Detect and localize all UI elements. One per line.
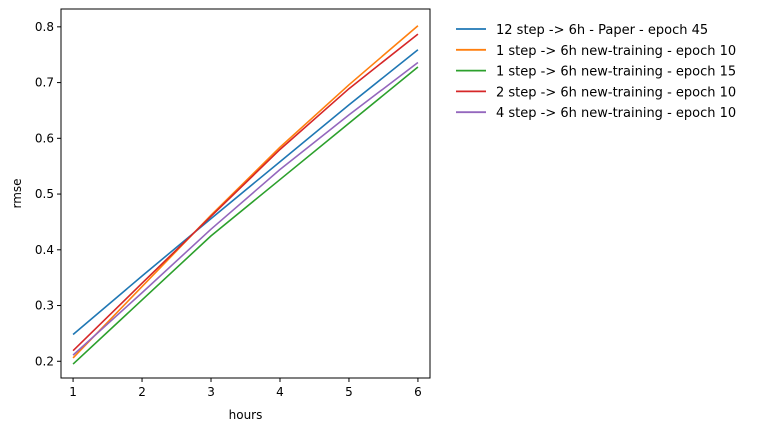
legend-label: 12 step -> 6h - Paper - epoch 45 (496, 23, 708, 38)
legend-item: 1 step -> 6h new-training - epoch 10 (456, 44, 736, 59)
x-tick-label: 4 (276, 385, 284, 399)
plot-area (72, 25, 419, 365)
series-line-3 (72, 66, 419, 365)
series-line-2 (72, 25, 419, 359)
legend-label: 1 step -> 6h new-training - epoch 15 (496, 65, 736, 80)
legend-item: 4 step -> 6h new-training - epoch 10 (456, 106, 736, 121)
y-tick-label: 0.4 (35, 243, 54, 257)
x-tick-label: 2 (138, 385, 146, 399)
legend-label: 1 step -> 6h new-training - epoch 10 (496, 44, 736, 59)
y-tick-label: 0.2 (35, 354, 54, 368)
series-line-1 (72, 49, 419, 336)
legend-label: 2 step -> 6h new-training - epoch 10 (496, 85, 736, 100)
x-axis: 1 2 3 4 5 6 (69, 378, 422, 399)
x-tick-label: 6 (414, 385, 422, 399)
x-tick-label: 3 (207, 385, 215, 399)
x-axis-label: hours (229, 408, 263, 422)
legend: 12 step -> 6h - Paper - epoch 45 1 step -… (456, 23, 736, 121)
axes-frame (60, 8, 431, 379)
y-tick-label: 0.3 (35, 299, 54, 313)
legend-item: 2 step -> 6h new-training - epoch 10 (456, 85, 736, 100)
series-line-4 (72, 33, 419, 352)
legend-item: 1 step -> 6h new-training - epoch 15 (456, 65, 736, 80)
x-tick-label: 1 (69, 385, 77, 399)
x-tick-label: 5 (345, 385, 353, 399)
y-axis: 0.2 0.3 0.4 0.5 0.6 0.7 0.8 (35, 20, 61, 368)
legend-item: 12 step -> 6h - Paper - epoch 45 (456, 23, 708, 38)
y-tick-label: 0.8 (35, 20, 54, 34)
series-line-5 (72, 61, 419, 356)
y-axis-label: rmse (10, 178, 24, 208)
legend-label: 4 step -> 6h new-training - epoch 10 (496, 106, 736, 121)
y-tick-label: 0.5 (35, 187, 54, 201)
y-tick-label: 0.7 (35, 76, 54, 90)
y-tick-label: 0.6 (35, 131, 54, 145)
